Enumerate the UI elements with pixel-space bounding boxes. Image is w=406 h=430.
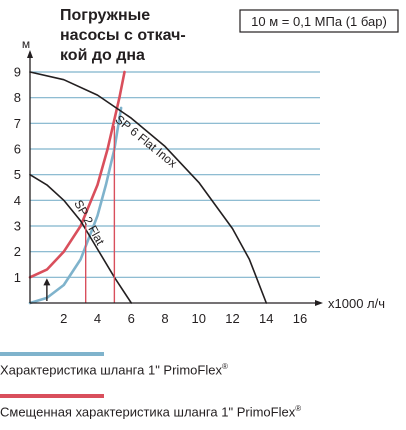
- x-tick-label-4: 4: [94, 311, 101, 326]
- y-axis-arrow: [27, 50, 33, 58]
- y-tick-label-4: 4: [14, 193, 21, 208]
- chart-title-line-2: насосы с откач-: [60, 27, 186, 44]
- x-tick-label-16: 16: [293, 311, 307, 326]
- legend-label-hose: Характеристика шланга 1" PrimoFlex: [0, 362, 222, 378]
- y-tick-label-9: 9: [14, 65, 21, 80]
- chart-title-line-3: кой до дна: [60, 47, 145, 64]
- y-tick-label-6: 6: [14, 142, 21, 157]
- chart-title-line-1: Погружные: [60, 7, 150, 24]
- y-tick-label-5: 5: [14, 167, 21, 182]
- conversion-note-box: [239, 9, 399, 33]
- conversion-note-text: 10 м = 0,1 МПа (1 бар): [251, 14, 387, 29]
- x-tick-label-10: 10: [192, 311, 206, 326]
- series-line-3: [28, 70, 126, 279]
- series-line-2: [28, 106, 123, 305]
- y-tick-label-3: 3: [14, 219, 21, 234]
- y-tick-label-8: 8: [14, 90, 21, 105]
- y-axis-label: м: [22, 37, 30, 51]
- series-label-sp6: SP 6 Flat Inox: [112, 112, 179, 170]
- y-tick-label-7: 7: [14, 116, 21, 131]
- offset-arrow-head: [43, 278, 51, 286]
- y-tick-label-2: 2: [14, 244, 21, 259]
- axes: [27, 50, 323, 306]
- legend-mark-hose: ®: [221, 362, 228, 371]
- legend-item-hose: Характеристика шланга 1" PrimoFlex®: [0, 362, 228, 377]
- series-layer: [28, 70, 268, 305]
- legend-label-hose-offset: Смещенная характеристика шланга 1" Primo…: [0, 404, 296, 420]
- legend-swatch-hose: [0, 352, 104, 356]
- y-tick-label-1: 1: [14, 270, 21, 285]
- series-line-0: [29, 71, 268, 304]
- x-axis-label: x1000 л/ч: [328, 296, 385, 311]
- x-tick-label-12: 12: [225, 311, 239, 326]
- legend-swatch-hose-offset: [0, 394, 104, 398]
- x-axis-arrow: [315, 300, 323, 306]
- x-tick-label-6: 6: [128, 311, 135, 326]
- legend-item-hose-offset: Смещенная характеристика шланга 1" Primo…: [0, 404, 301, 419]
- x-tick-label-14: 14: [259, 311, 273, 326]
- x-tick-label-8: 8: [161, 311, 168, 326]
- grid-lines: [30, 71, 320, 278]
- legend-mark-hose-offset: ®: [295, 404, 302, 413]
- x-tick-label-2: 2: [60, 311, 67, 326]
